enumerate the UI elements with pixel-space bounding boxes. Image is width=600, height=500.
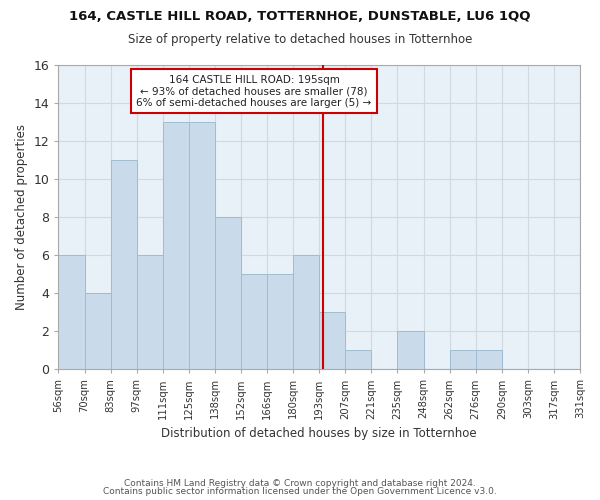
Bar (215, 217, 241, 370)
Bar (293, 255, 319, 370)
Bar (58, 255, 85, 370)
Bar (241, 274, 267, 370)
Text: Size of property relative to detached houses in Totternhoe: Size of property relative to detached ho… (128, 32, 472, 46)
Bar (110, 160, 137, 370)
Bar (397, 331, 424, 370)
Bar (476, 350, 502, 370)
Bar (189, 122, 215, 370)
Bar (449, 350, 476, 370)
Y-axis label: Number of detached properties: Number of detached properties (15, 124, 28, 310)
Bar (346, 350, 371, 370)
Bar (319, 312, 346, 370)
Text: 164, CASTLE HILL ROAD, TOTTERNHOE, DUNSTABLE, LU6 1QQ: 164, CASTLE HILL ROAD, TOTTERNHOE, DUNST… (69, 10, 531, 23)
Bar (85, 293, 110, 370)
Bar (163, 122, 189, 370)
Text: Contains HM Land Registry data © Crown copyright and database right 2024.: Contains HM Land Registry data © Crown c… (124, 478, 476, 488)
X-axis label: Distribution of detached houses by size in Totternhoe: Distribution of detached houses by size … (161, 427, 477, 440)
Text: Contains public sector information licensed under the Open Government Licence v3: Contains public sector information licen… (103, 487, 497, 496)
Bar (267, 274, 293, 370)
Text: 164 CASTLE HILL ROAD: 195sqm
← 93% of detached houses are smaller (78)
6% of sem: 164 CASTLE HILL ROAD: 195sqm ← 93% of de… (136, 74, 371, 108)
Bar (137, 255, 163, 370)
